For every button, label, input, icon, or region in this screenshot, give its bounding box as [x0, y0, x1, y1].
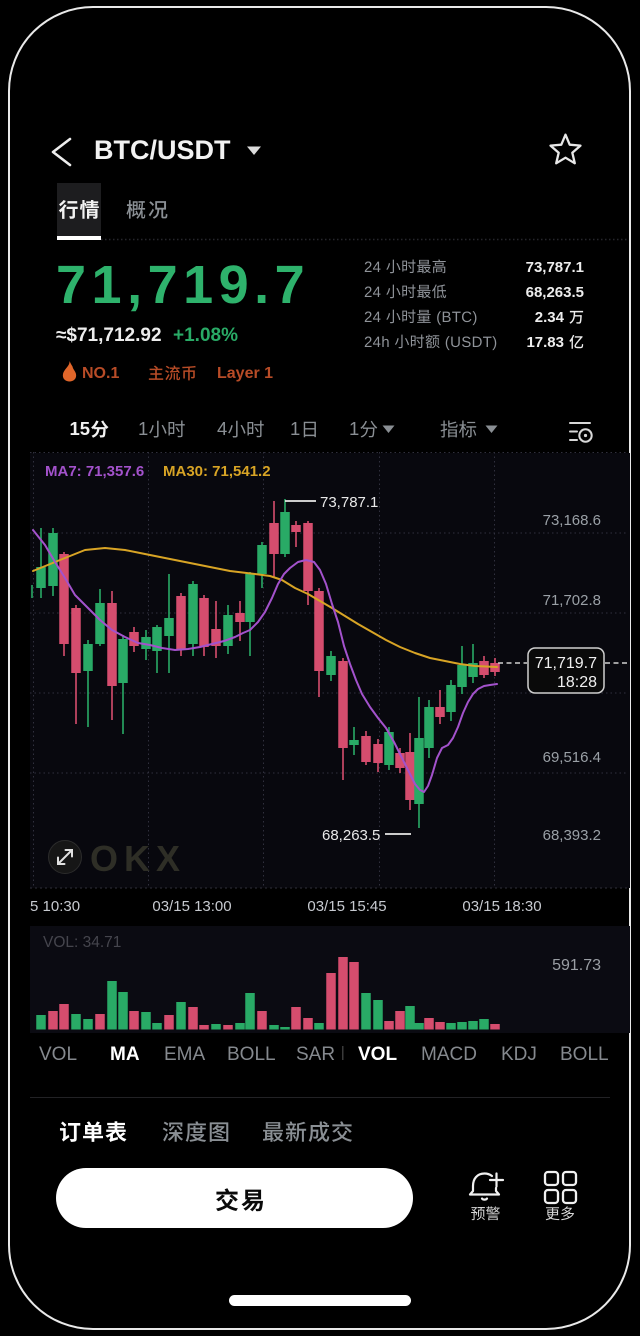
svg-text:68,393.2: 68,393.2 [543, 827, 601, 844]
svg-text:MA: MA [110, 1044, 140, 1065]
svg-text:03/15 18:30: 03/15 18:30 [462, 898, 541, 915]
svg-text:BTC/USDT: BTC/USDT [94, 135, 231, 165]
svg-text:NO.1: NO.1 [82, 365, 119, 382]
svg-text:2.34: 2.34 [535, 309, 565, 326]
svg-text:1: 1 [290, 418, 300, 439]
svg-text:68,263.5: 68,263.5 [322, 827, 380, 844]
svg-text:15: 15 [70, 418, 91, 439]
svg-text:4: 4 [217, 418, 227, 439]
svg-text:03/15 15:45: 03/15 15:45 [307, 898, 386, 915]
svg-text:68,263.5: 68,263.5 [526, 284, 584, 301]
svg-text:1: 1 [138, 418, 148, 439]
svg-text:591.73: 591.73 [552, 957, 601, 974]
svg-text:SAR: SAR [296, 1044, 335, 1065]
svg-text:69,516.4: 69,516.4 [543, 749, 601, 766]
svg-text:73,168.6: 73,168.6 [543, 512, 601, 529]
svg-text:17.83: 17.83 [526, 334, 564, 351]
svg-text:OKX: OKX [90, 838, 186, 879]
svg-text:EMA: EMA [164, 1044, 206, 1065]
svg-text:VOL: VOL [39, 1044, 77, 1065]
svg-text:18:28: 18:28 [557, 674, 597, 691]
svg-text:5 10:30: 5 10:30 [30, 898, 80, 915]
svg-text:71,702.8: 71,702.8 [543, 592, 601, 609]
svg-text:BOLL: BOLL [227, 1044, 276, 1065]
svg-text:03/15 13:00: 03/15 13:00 [152, 898, 231, 915]
svg-text:BOLL: BOLL [560, 1044, 609, 1065]
svg-text:VOL: VOL [358, 1044, 397, 1065]
svg-text:≈$71,712.92: ≈$71,712.92 [56, 325, 162, 346]
svg-text:MACD: MACD [421, 1044, 477, 1065]
svg-text:+1.08%: +1.08% [173, 325, 238, 346]
svg-text:71,719.7: 71,719.7 [535, 655, 597, 672]
svg-text:1: 1 [349, 418, 359, 439]
svg-text:73,787.1: 73,787.1 [320, 494, 378, 511]
svg-text:73,787.1: 73,787.1 [526, 259, 584, 276]
svg-text:KDJ: KDJ [501, 1044, 537, 1065]
svg-text:VOL: 34.71: VOL: 34.71 [43, 934, 121, 951]
svg-text:Layer 1: Layer 1 [217, 365, 273, 382]
svg-text:71,719.7: 71,719.7 [56, 255, 310, 315]
svg-text:MA7: 71,357.6: MA7: 71,357.6 [45, 463, 144, 480]
svg-text:MA30: 71,541.2: MA30: 71,541.2 [163, 463, 271, 480]
